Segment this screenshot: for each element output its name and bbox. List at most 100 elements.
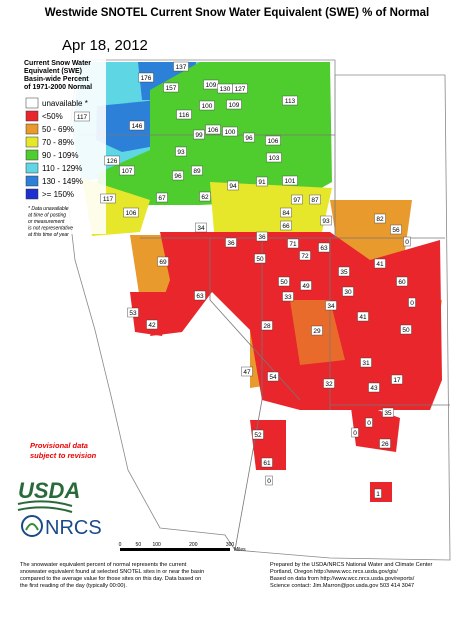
basin-value: 50 [256, 256, 264, 263]
basin-value: 71 [289, 241, 297, 248]
basin-label-box [254, 253, 266, 264]
basin-value: 33 [284, 294, 292, 301]
legend-label: >= 150% [42, 190, 74, 199]
basin-value: 52 [254, 432, 262, 439]
basin-value: 56 [392, 227, 400, 234]
basin-value: 61 [263, 460, 271, 467]
basin-label-box [119, 165, 135, 176]
basin-label-box [129, 120, 145, 131]
nrcs-logo: NRCS [21, 515, 102, 539]
basin-value: 0 [405, 239, 409, 246]
legend-swatch [25, 149, 39, 161]
footer-left-line: the first reading of the day (typically … [20, 583, 127, 589]
basin-value: 106 [126, 210, 137, 217]
basin-label-box [104, 155, 120, 166]
basin-label-box [175, 146, 187, 157]
basin-value: 109 [206, 82, 217, 89]
basin-value: 36 [258, 234, 266, 241]
basin-label-box [382, 407, 394, 418]
basin-value: 106 [268, 138, 279, 145]
footer-left-line: compared to the average value for those … [20, 576, 201, 582]
basin-label-box [360, 357, 372, 368]
basin-value: 97 [293, 197, 301, 204]
basin-label-box [408, 297, 416, 308]
map-date: Apr 18, 2012 [62, 37, 148, 54]
legend-note: or measurement [28, 219, 65, 225]
legend-label: <50% [42, 112, 63, 121]
legend-label: 130 - 149% [42, 177, 83, 186]
basin-label-box [323, 378, 335, 389]
basin-label-box [241, 366, 253, 377]
basin-label-box [282, 291, 294, 302]
basin-label-box [403, 236, 411, 247]
legend-heading: of 1971-2000 Normal [24, 84, 92, 91]
basin-value: 66 [282, 223, 290, 230]
basin-label-box [226, 99, 242, 110]
legend-heading: Basin-wide Percent [24, 76, 89, 83]
footer-right: Prepared by the USDA/NRCS National Water… [270, 562, 433, 589]
basin-label-box [325, 300, 337, 311]
basin-value: 41 [376, 261, 384, 268]
basin-label-box [146, 319, 158, 330]
basin-value: 30 [344, 289, 352, 296]
basin-value: 31 [362, 360, 370, 367]
basin-value: 54 [269, 374, 277, 381]
basin-value: 43 [370, 385, 378, 392]
legend-label: 70 - 89% [42, 138, 74, 147]
basin-label-box [195, 222, 207, 233]
basin-value: 72 [301, 253, 309, 260]
basin-value: 117 [77, 114, 88, 121]
basin-value: 0 [267, 478, 271, 485]
basin-value: 157 [166, 85, 177, 92]
basin-label-box [193, 129, 205, 140]
basin-label-box [252, 429, 264, 440]
basin-value: 93 [177, 149, 185, 156]
basin-label-box [299, 250, 311, 261]
basin-value: 87 [311, 197, 319, 204]
basin-label-box [320, 215, 332, 226]
basin-label-box [256, 176, 268, 187]
basin-label-box [396, 276, 408, 287]
basin-value: 69 [159, 259, 167, 266]
basin-label-box [100, 193, 116, 204]
scale-bar-body [120, 548, 230, 551]
basin-value: 84 [282, 210, 290, 217]
basin-label-box [342, 286, 354, 297]
nrcs-text: NRCS [45, 517, 102, 539]
basin-label-box [261, 320, 273, 331]
basin-value: 113 [285, 98, 296, 105]
basin-value: 127 [235, 86, 246, 93]
footer-right-line: Portland, Oregon http://www.wcc.nrcs.usd… [270, 569, 398, 575]
basin-label-box [282, 175, 298, 186]
basin-label-box [266, 152, 282, 163]
basin-label-box [265, 135, 281, 146]
basin-label-box [227, 180, 239, 191]
basin-label-box [123, 207, 139, 218]
legend-swatch [25, 162, 39, 174]
basin-label-box [374, 488, 382, 499]
basin-value: 137 [176, 64, 187, 71]
basin-label-box [138, 72, 154, 83]
basin-label-box [311, 325, 323, 336]
basin-label-box [156, 192, 168, 203]
legend-note: at time of posting [28, 213, 66, 219]
provisional-line: Provisional data [30, 441, 88, 450]
basin-value: 109 [229, 102, 240, 109]
basin-label-box [176, 109, 192, 120]
basin-label-box [365, 417, 373, 428]
basin-label-box [261, 457, 273, 468]
scale-tick-label: 50 [136, 542, 142, 548]
basin-value: 42 [148, 322, 156, 329]
basin-label-box [390, 224, 402, 235]
basin-label-box [280, 207, 292, 218]
basin-value: 176 [141, 75, 152, 82]
basin-value: 0 [353, 430, 357, 437]
legend-swatch [25, 136, 39, 148]
basin-value: 106 [208, 127, 219, 134]
basin-label-box [191, 165, 203, 176]
basin-value: 62 [201, 194, 209, 201]
legend-swatch [25, 110, 39, 122]
